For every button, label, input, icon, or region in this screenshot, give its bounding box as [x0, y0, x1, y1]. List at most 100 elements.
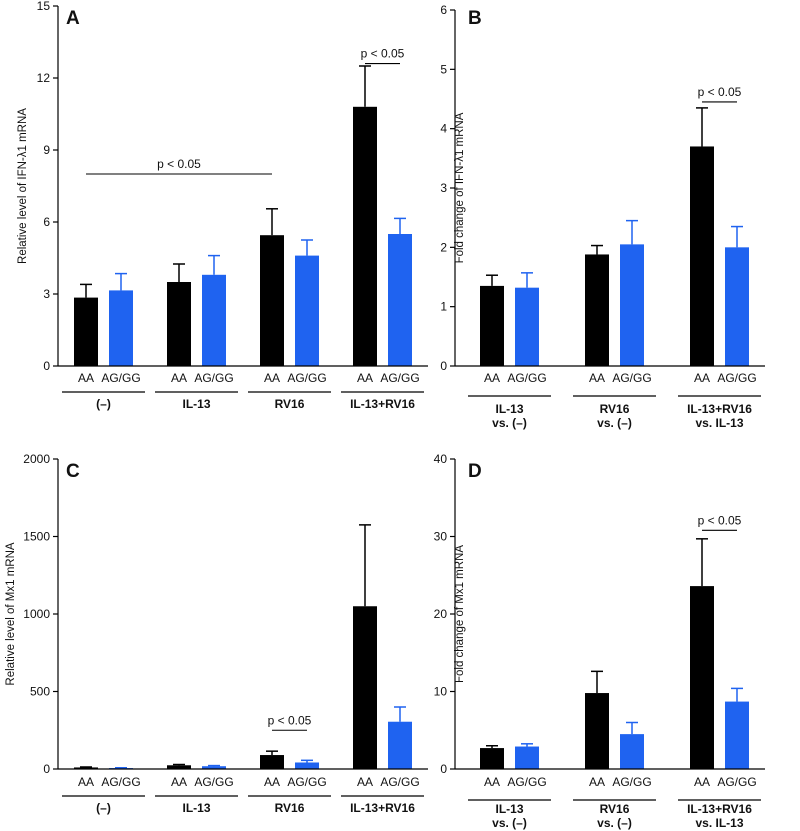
x-category-label: AG/GG — [717, 775, 756, 789]
x-category-label: AA — [357, 371, 373, 385]
bar-aa — [690, 586, 714, 769]
bar-ag-gg — [388, 721, 412, 769]
bar-ag-gg — [620, 734, 644, 769]
significance-label: p < 0.05 — [268, 713, 312, 727]
bar-aa — [353, 106, 377, 367]
x-category-label: AG/GG — [380, 775, 419, 789]
bar-aa — [480, 748, 504, 769]
panel-d: D 0 10 20 30 40 Fold change of Mx1 mRNA AA AG/GG… — [434, 452, 765, 830]
significance-label: p < 0.05 — [361, 47, 405, 61]
bar-aa — [167, 282, 191, 366]
y-tick-label: 2000 — [23, 452, 50, 466]
group-label: (–) — [96, 397, 111, 411]
y-axis-title: Fold change of Mx1 mRNA — [454, 545, 466, 683]
bar-ag-gg — [388, 234, 412, 366]
panel-letter: C — [66, 461, 80, 482]
x-category-label: AA — [357, 775, 373, 789]
x-category-label: AA — [589, 371, 605, 385]
y-tick-label: 40 — [434, 452, 448, 466]
bar-aa — [260, 755, 284, 769]
y-tick-label: 1000 — [23, 607, 50, 621]
x-category-label: AG/GG — [507, 775, 546, 789]
bar-aa — [167, 765, 191, 769]
x-category-label: AG/GG — [612, 371, 651, 385]
significance-label: p < 0.05 — [698, 513, 742, 527]
y-tick-label: 10 — [434, 685, 448, 699]
x-category-label: AA — [264, 775, 280, 789]
y-tick-label: 15 — [37, 0, 51, 13]
y-tick-label: 20 — [434, 607, 448, 621]
x-category-label: AG/GG — [287, 775, 326, 789]
y-tick-label: 1 — [440, 300, 447, 314]
bar-ag-gg — [725, 247, 749, 366]
group-label-secondary: vs. IL-13 — [695, 416, 743, 430]
y-axis-title: Fold change of IFN-λ1 mRNA — [454, 112, 466, 263]
bar-ag-gg — [725, 701, 749, 769]
bar-ag-gg — [515, 746, 539, 769]
group-label: (–) — [96, 801, 111, 815]
panel-a: A 0 3 6 9 12 15 Relative level of IFN-λ1 mRNA AA… — [17, 0, 428, 411]
x-category-label: AG/GG — [194, 371, 233, 385]
y-tick-label: 6 — [43, 215, 50, 229]
y-tick-label: 2 — [440, 240, 447, 254]
x-category-label: AG/GG — [101, 775, 140, 789]
panel-b: B 0 1 2 3 4 5 6 Fold change of IFN-λ1 mRNA AA AG/G… — [440, 3, 765, 430]
y-tick-label: 4 — [440, 122, 447, 136]
group-label: IL-13 — [495, 402, 523, 416]
y-axis-title: Relative level of IFN-λ1 mRNA — [17, 108, 29, 264]
bar-aa — [74, 297, 98, 366]
panel-letter: A — [66, 8, 80, 29]
group-label-secondary: vs. (–) — [492, 416, 527, 430]
group-label: IL-13 — [182, 397, 210, 411]
y-tick-label: 0 — [43, 359, 50, 373]
x-category-label: AG/GG — [507, 371, 546, 385]
bar-ag-gg — [620, 244, 644, 366]
bar-aa — [480, 285, 504, 366]
bar-aa — [353, 606, 377, 769]
significance-label: p < 0.05 — [698, 85, 742, 99]
x-category-label: AG/GG — [101, 371, 140, 385]
group-label: RV16 — [275, 397, 305, 411]
y-tick-label: 0 — [440, 359, 447, 373]
group-label-secondary: vs. (–) — [597, 816, 632, 830]
x-category-label: AA — [694, 775, 710, 789]
y-tick-label: 6 — [440, 3, 447, 17]
group-label: RV16 — [275, 801, 305, 815]
x-category-label: AG/GG — [612, 775, 651, 789]
x-category-label: AA — [171, 371, 187, 385]
y-tick-label: 12 — [37, 71, 51, 85]
group-label: IL-13 — [495, 802, 523, 816]
x-category-label: AA — [589, 775, 605, 789]
y-tick-label: 1500 — [23, 530, 50, 544]
group-label: IL-13+RV16 — [687, 402, 752, 416]
bar-ag-gg — [515, 287, 539, 366]
y-tick-label: 5 — [440, 62, 447, 76]
bar-ag-gg — [109, 290, 133, 366]
x-category-label: AA — [78, 371, 94, 385]
group-label-secondary: vs. (–) — [492, 816, 527, 830]
y-tick-label: 500 — [30, 685, 50, 699]
y-tick-label: 9 — [43, 143, 50, 157]
bar-ag-gg — [295, 255, 319, 366]
x-category-label: AG/GG — [194, 775, 233, 789]
x-category-label: AA — [484, 371, 500, 385]
group-label-secondary: vs. (–) — [597, 416, 632, 430]
bar-ag-gg — [202, 766, 226, 769]
y-axis-title: Relative level of Mx1 mRNA — [5, 542, 17, 685]
bar-aa — [690, 146, 714, 366]
group-label: IL-13+RV16 — [687, 802, 752, 816]
group-label: IL-13+RV16 — [350, 801, 415, 815]
x-category-label: AG/GG — [380, 371, 419, 385]
group-label: IL-13+RV16 — [350, 397, 415, 411]
group-label: RV16 — [600, 402, 630, 416]
x-category-label: AA — [694, 371, 710, 385]
y-tick-label: 3 — [440, 181, 447, 195]
panel-letter: D — [468, 461, 482, 482]
bar-aa — [585, 254, 609, 366]
x-category-label: AA — [264, 371, 280, 385]
y-tick-label: 0 — [43, 762, 50, 776]
bar-aa — [260, 235, 284, 366]
group-label-secondary: vs. IL-13 — [695, 816, 743, 830]
x-category-label: AG/GG — [717, 371, 756, 385]
